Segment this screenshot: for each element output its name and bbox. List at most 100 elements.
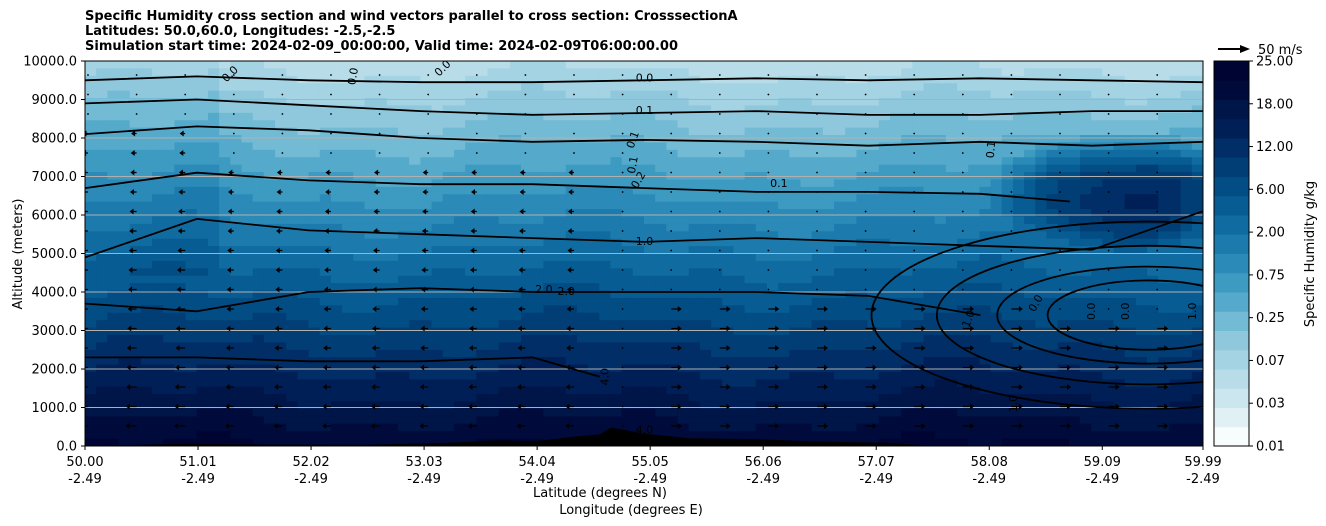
field-cell: [945, 127, 958, 136]
field-cell: [174, 149, 187, 158]
field-cell: [330, 253, 343, 262]
field-cell: [431, 194, 444, 203]
field-cell: [733, 416, 746, 425]
field-cell: [107, 438, 120, 446]
field-cell: [755, 216, 768, 225]
field-cell: [856, 305, 869, 314]
field-cell: [934, 371, 947, 380]
field-cell: [364, 68, 377, 77]
field-cell: [856, 201, 869, 210]
field-cell: [655, 157, 667, 166]
field-cell: [1001, 320, 1014, 329]
field-cell: [487, 312, 500, 321]
field-cell: [677, 297, 690, 306]
field-cell: [990, 127, 1003, 136]
field-cell: [353, 238, 366, 247]
field-cell: [1024, 260, 1036, 269]
field-cell: [811, 342, 824, 351]
field-cell: [129, 290, 142, 299]
field-cell: [576, 253, 589, 262]
field-cell: [118, 194, 131, 203]
field-cell: [263, 408, 276, 417]
field-cell: [1057, 268, 1070, 277]
field-cell: [1001, 342, 1014, 351]
field-cell: [878, 320, 891, 329]
field-cell: [990, 342, 1003, 351]
field-cell: [599, 349, 612, 358]
field-cell: [543, 120, 556, 129]
field-cell: [1135, 297, 1148, 306]
field-cell: [375, 149, 388, 158]
field-cell: [319, 253, 332, 262]
field-cell: [722, 201, 735, 210]
field-cell: [386, 61, 399, 69]
field-cell: [565, 112, 578, 121]
field-cell: [778, 253, 790, 262]
field-cell: [554, 157, 567, 166]
field-cell: [1147, 408, 1159, 417]
field-cell: [867, 61, 880, 69]
field-cell: [800, 401, 813, 410]
field-cell: [968, 386, 980, 395]
field-cell: [834, 394, 846, 403]
field-cell: [1046, 408, 1059, 417]
field-cell: [565, 357, 578, 366]
field-cell: [889, 305, 902, 314]
field-cell: [789, 120, 802, 129]
field-cell: [666, 253, 679, 262]
field-cell: [834, 260, 846, 269]
field-cell: [957, 68, 969, 77]
field-cell: [979, 223, 992, 232]
field-cell: [453, 260, 466, 269]
field-cell: [699, 127, 712, 136]
field-cell: [990, 401, 1003, 410]
field-cell: [107, 112, 120, 121]
field-cell: [901, 157, 913, 166]
field-cell: [677, 431, 690, 440]
field-cell: [901, 164, 913, 173]
field-cell: [521, 90, 533, 99]
field-cell: [1057, 112, 1070, 121]
field-cell: [1080, 105, 1092, 114]
field-cell: [699, 268, 712, 277]
field-cell: [834, 98, 846, 107]
field-cell: [330, 186, 343, 195]
field-cell: [644, 105, 656, 114]
field-cell: [554, 268, 567, 277]
field-cell: [364, 98, 377, 107]
field-cell: [576, 179, 589, 188]
field-cell: [934, 157, 947, 166]
field-cell: [979, 431, 992, 440]
field-cell: [576, 209, 589, 218]
field-cell: [610, 135, 623, 144]
field-cell: [297, 98, 310, 107]
field-cell: [85, 112, 97, 121]
field-cell: [979, 312, 992, 321]
field-cell: [610, 386, 623, 395]
field-cell: [308, 275, 321, 284]
field-cell: [85, 253, 97, 262]
field-cell: [286, 349, 299, 358]
field-cell: [230, 112, 243, 121]
field-cell: [1001, 112, 1014, 121]
field-cell: [912, 290, 925, 299]
field-cell: [152, 357, 164, 366]
field-cell: [163, 98, 176, 107]
field-cell: [979, 349, 992, 358]
field-cell: [1124, 423, 1137, 432]
field-cell: [286, 268, 299, 277]
field-cell: [453, 164, 466, 173]
field-cell: [889, 290, 902, 299]
field-cell: [1135, 401, 1148, 410]
field-cell: [744, 283, 757, 292]
field-cell: [789, 90, 802, 99]
field-cell: [476, 275, 489, 284]
field-cell: [554, 223, 567, 232]
field-cell: [1080, 275, 1092, 284]
field-cell: [263, 120, 276, 129]
field-cell: [375, 408, 388, 417]
field-cell: [1135, 223, 1148, 232]
field-cell: [856, 253, 869, 262]
field-cell: [733, 68, 746, 77]
field-cell: [699, 142, 712, 151]
